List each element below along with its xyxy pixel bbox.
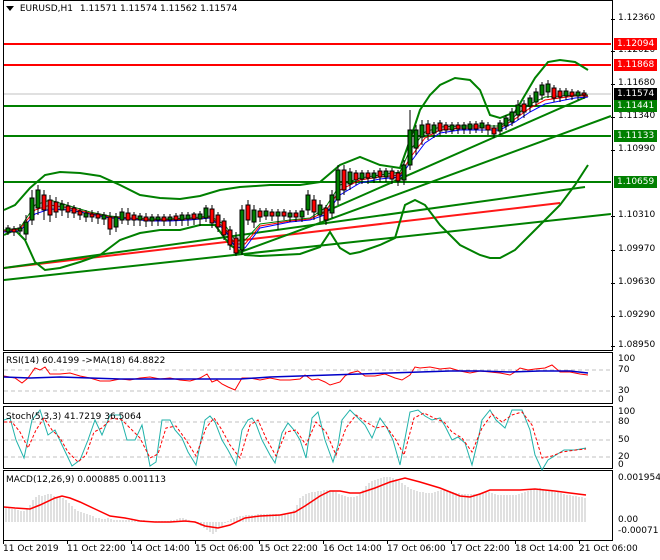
macd-signal-line <box>3 477 587 529</box>
symbol-label: EURUSD,H1 <box>19 4 73 14</box>
time-label: 14 Oct 14:00 <box>131 544 190 554</box>
price-tick: 1.10310 <box>618 210 656 220</box>
stoch-signal-line <box>4 411 587 463</box>
price-tick: 1.09630 <box>618 277 656 287</box>
stoch-axis-label: 100 <box>618 407 636 417</box>
rsi-ma-line <box>3 370 589 380</box>
macd-axis-label: 0.00 <box>618 515 639 525</box>
price-tick: 1.12360 <box>618 13 656 23</box>
stoch-main-line <box>3 408 587 472</box>
trend-line-green-3 <box>234 115 612 255</box>
price-tag-level: 1.10659 <box>614 176 657 188</box>
trend-line-green-2 <box>3 213 612 281</box>
time-label: 18 Oct 14:00 <box>515 544 574 554</box>
price-tag-level: 1.11133 <box>614 130 657 142</box>
rsi-line <box>3 364 589 391</box>
tick-mark <box>611 346 615 347</box>
candlesticks <box>5 80 587 256</box>
price-tick: 1.12020 <box>618 45 656 55</box>
macd-axis-label: 0.001954 <box>618 473 660 483</box>
stoch-axis-label: 0 <box>618 460 624 470</box>
ohlc-values: 1.11571 1.11574 1.11562 1.11574 <box>79 4 238 14</box>
bollinger-upper <box>3 58 589 211</box>
tick-mark <box>611 117 615 118</box>
time-label: 17 Oct 06:00 <box>387 544 446 554</box>
trend-line-green-4 <box>319 95 589 215</box>
price-tick: 1.09970 <box>618 244 656 254</box>
time-tick <box>387 540 388 544</box>
tick-mark <box>611 216 615 217</box>
price-tick: 1.10990 <box>618 144 656 154</box>
tick-mark <box>611 150 615 151</box>
tick-mark <box>611 250 615 251</box>
time-label: 15 Oct 22:00 <box>259 544 318 554</box>
time-label: 11 Oct 2019 <box>3 544 59 554</box>
stoch-axis-label: 50 <box>618 435 630 445</box>
rsi-axis-label: 0 <box>618 395 624 405</box>
time-tick <box>131 540 132 544</box>
price-tag-bid: 1.11574 <box>614 88 657 100</box>
time-label: 21 Oct 06:00 <box>579 544 638 554</box>
stoch-axis-label: 20 <box>618 452 630 462</box>
triangle-down-icon[interactable] <box>6 6 14 11</box>
stoch-pane[interactable] <box>3 406 613 469</box>
macd-title: MACD(12,26,9) 0.000885 0.001113 <box>6 475 166 485</box>
macd-histogram <box>5 477 586 534</box>
price-tick: 1.11680 <box>618 78 656 88</box>
rsi-axis-label: 30 <box>618 386 630 396</box>
time-tick <box>579 540 580 544</box>
rsi-axis-label: 100 <box>618 354 636 364</box>
stoch-axis-label: 80 <box>618 417 630 427</box>
price-tick: 1.09290 <box>618 310 656 320</box>
macd-axis-label: -0.00071 <box>618 526 659 536</box>
price-tick: 1.11340 <box>618 111 656 121</box>
tick-mark <box>611 19 615 20</box>
stoch-title: Stoch(5,3,3) 41.7219 36.5064 <box>6 412 142 422</box>
tick-mark <box>611 283 615 284</box>
time-label: 15 Oct 06:00 <box>195 544 254 554</box>
rsi-axis-label: 70 <box>618 365 630 375</box>
price-tag-level: 1.11441 <box>614 100 657 112</box>
time-label: 16 Oct 14:00 <box>323 544 382 554</box>
time-label: 11 Oct 22:00 <box>67 544 126 554</box>
time-tick <box>259 540 260 544</box>
time-tick <box>3 540 4 544</box>
time-label: 17 Oct 22:00 <box>451 544 510 554</box>
time-tick <box>451 540 452 544</box>
rsi-title: RSI(14) 60.4199 ->MA(18) 64.8822 <box>6 356 166 366</box>
trend-line-green-1 <box>3 186 586 269</box>
price-tick: 1.08950 <box>618 340 656 350</box>
time-tick <box>323 540 324 544</box>
time-tick <box>195 540 196 544</box>
bollinger-lower <box>3 164 589 272</box>
tick-mark <box>611 51 615 52</box>
chart-header: EURUSD,H1 1.11571 1.11574 1.11562 1.1157… <box>6 4 237 14</box>
price-tag-level: 1.11868 <box>614 59 657 71</box>
tick-mark <box>611 84 615 85</box>
tick-mark <box>611 316 615 317</box>
price-tag-level: 1.12094 <box>614 38 657 50</box>
macd-pane[interactable] <box>3 470 613 541</box>
time-tick <box>515 540 516 544</box>
time-tick <box>67 540 68 544</box>
price-pane[interactable] <box>3 0 613 351</box>
